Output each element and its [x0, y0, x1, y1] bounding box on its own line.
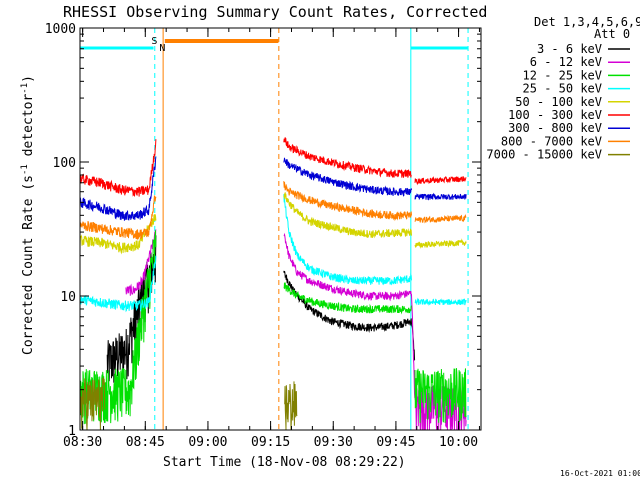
series-4-segment-1: [79, 214, 157, 255]
series-5-segment-2: [283, 137, 412, 178]
legend-header-line1: Det 1,3,4,5,6,9,: [534, 15, 640, 29]
legend-label-0: 3 - 6 keV: [537, 42, 602, 56]
series-7-segment-2: [283, 181, 412, 222]
series-3-segment-3: [414, 297, 467, 306]
y-tick-label-0: 1: [68, 424, 76, 439]
legend-label-1: 6 - 12 keV: [530, 55, 602, 69]
plot-frame: [79, 27, 482, 431]
series-2-segment-2: [283, 282, 412, 315]
legend-label-6: 300 - 800 keV: [508, 121, 602, 135]
y-tick-label-1: 10: [60, 290, 76, 305]
series-6-segment-3: [414, 192, 467, 201]
x-tick-label-6: 10:00: [439, 435, 478, 450]
legend-header-line2: Att 0: [594, 27, 630, 41]
y-label-main: Corrected Count Rate (s: [21, 175, 36, 355]
legend-label-4: 50 - 100 keV: [515, 95, 602, 109]
series-3-segment-1: [79, 255, 157, 313]
y-label-sup2: -1: [20, 83, 30, 94]
y-label-end: ): [21, 75, 36, 83]
y-label-sup1: -1: [20, 164, 30, 175]
chart-title: RHESSI Observing Summary Count Rates, Co…: [63, 3, 487, 21]
series-3-segment-2: [283, 194, 412, 286]
series-1-segment-1: [125, 229, 157, 296]
legend-label-8: 7000 - 15000 keV: [486, 148, 602, 162]
series-4-segment-3: [414, 238, 467, 249]
legend-label-2: 12 - 25 keV: [523, 68, 602, 82]
x-axis-label: Start Time (18-Nov-08 08:29:22): [163, 455, 406, 470]
series-4-segment-2: [283, 192, 412, 239]
series-1-segment-2: [283, 232, 416, 399]
series-8-segment-2: [284, 381, 298, 430]
chart-marks: SN: [79, 28, 469, 431]
y-label-mid: detector: [21, 94, 36, 165]
series-8-segment-1: [79, 377, 106, 431]
y-tick-label-3: 1000: [45, 22, 76, 37]
legend-label-7: 800 - 7000 keV: [501, 134, 602, 148]
series-5-segment-3: [414, 175, 467, 186]
series-2-segment-3: [414, 368, 467, 423]
series-0-segment-2: [283, 270, 416, 362]
series-7-segment-3: [414, 213, 467, 224]
axes: 1 10 100 1000 08:30 08:45 09:00 09:15 09:30 09:45…: [45, 22, 482, 450]
x-tick-label-0: 08:30: [63, 435, 102, 450]
x-tick-label-4: 09:30: [314, 435, 353, 450]
legend-label-3: 25 - 50 keV: [523, 82, 602, 96]
axis-labels: RHESSI Observing Summary Count Rates, Co…: [20, 3, 640, 478]
x-tick-label-1: 08:45: [126, 435, 165, 450]
series-6-segment-1: [79, 156, 157, 221]
legend-label-5: 100 - 300 keV: [508, 108, 602, 122]
series-5-segment-1: [79, 139, 157, 197]
series-0-segment-1: [106, 235, 157, 383]
saa-flag-label: S: [151, 36, 157, 47]
night-flag-label: N: [159, 43, 165, 54]
x-tick-label-3: 09:15: [251, 435, 290, 450]
y-tick-label-2: 100: [53, 156, 76, 171]
series-6-segment-2: [283, 157, 412, 197]
timestamp: 16-Oct-2021 01:00: [560, 469, 640, 478]
series-7-segment-1: [79, 195, 157, 241]
x-tick-label-5: 09:45: [376, 435, 415, 450]
x-tick-label-2: 09:00: [188, 435, 227, 450]
y-axis-label: Corrected Count Rate (s-1 detector-1): [20, 75, 36, 355]
